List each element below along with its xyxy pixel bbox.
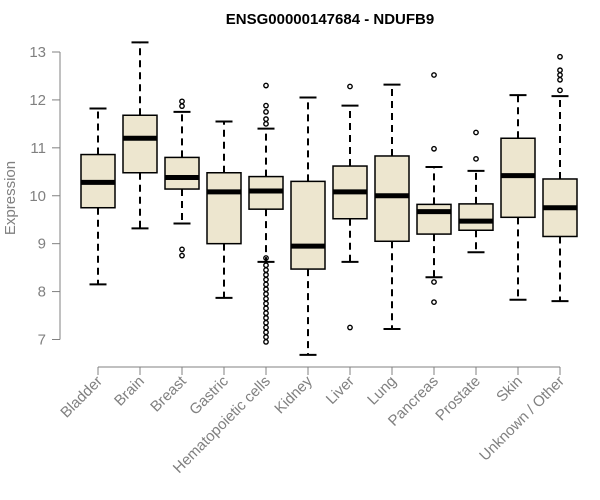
box-group	[332, 83, 368, 331]
outlier-point	[263, 329, 269, 336]
box-group	[542, 53, 578, 303]
box-group	[374, 83, 410, 330]
category-label: Kidney	[271, 372, 316, 417]
y-tick-label: 8	[38, 284, 46, 301]
outlier-point	[473, 155, 479, 162]
iqr-box	[374, 155, 410, 243]
y-tick-label: 12	[29, 92, 46, 109]
category-label: Brain	[111, 373, 148, 410]
outlier-point	[179, 252, 185, 259]
box-group	[458, 129, 494, 254]
outlier-point	[263, 102, 269, 109]
outlier-point	[263, 271, 269, 278]
outlier-point	[263, 334, 269, 341]
outlier-point	[263, 281, 269, 288]
iqr-box	[290, 180, 326, 270]
outlier-point	[263, 255, 269, 261]
iqr-box	[164, 156, 200, 190]
category-label: Breast	[147, 372, 190, 415]
outlier-point	[431, 299, 437, 306]
outlier-point	[263, 310, 269, 317]
y-tick-label: 9	[38, 236, 46, 253]
y-tick-label: 11	[30, 140, 46, 157]
outlier-point	[263, 116, 269, 122]
outlier-point	[179, 246, 185, 253]
category-label: Liver	[323, 373, 358, 408]
outlier-point	[179, 103, 185, 110]
outlier-point	[263, 267, 269, 273]
outlier-point	[263, 108, 269, 115]
category-label: Lung	[364, 373, 400, 409]
box-group	[500, 94, 536, 301]
outlier-point	[431, 72, 437, 78]
box-group	[290, 96, 326, 356]
y-tick-label: 10	[29, 188, 46, 205]
outlier-point	[263, 305, 269, 312]
outlier-point	[179, 98, 185, 105]
box-group	[164, 98, 200, 259]
y-tick-label: 13	[29, 44, 46, 61]
outlier-point	[557, 53, 563, 60]
axes: 7 8 9 10 11 12 13	[29, 44, 561, 375]
iqr-box	[122, 114, 158, 174]
outlier-point	[263, 286, 269, 293]
outlier-point	[557, 87, 563, 94]
outlier-point	[263, 276, 269, 283]
outlier-point	[263, 120, 269, 127]
box-group	[122, 41, 158, 230]
outlier-point	[431, 279, 437, 285]
category-label: Prostate	[432, 373, 484, 425]
outlier-point	[263, 315, 269, 321]
outlier-point	[263, 319, 269, 326]
outlier-point	[263, 291, 269, 297]
outlier-point	[557, 67, 563, 74]
box-group	[206, 120, 242, 299]
chart-title: ENSG00000147684 - NDUFB9	[226, 11, 434, 28]
iqr-box	[206, 172, 242, 245]
outlier-point	[347, 324, 353, 331]
y-tick-label: 7	[38, 332, 46, 349]
outlier-point	[263, 262, 269, 269]
boxes	[80, 41, 578, 356]
box-group	[416, 72, 452, 306]
outlier-point	[263, 300, 269, 307]
iqr-box	[416, 203, 452, 235]
box-group	[248, 82, 284, 345]
iqr-box	[458, 203, 494, 231]
outlier-point	[347, 83, 353, 90]
outlier-point	[263, 295, 269, 302]
outlier-point	[557, 72, 563, 78]
outlier-point	[431, 145, 437, 152]
category-label: Bladder	[57, 373, 106, 422]
outlier-point	[263, 338, 269, 345]
y-axis-title: Expression	[2, 161, 19, 235]
outlier-point	[473, 129, 479, 136]
category-label: Skin	[493, 373, 526, 406]
outlier-point	[557, 76, 563, 83]
box-group	[80, 107, 116, 286]
outlier-point	[263, 82, 269, 89]
outlier-point	[263, 324, 269, 331]
